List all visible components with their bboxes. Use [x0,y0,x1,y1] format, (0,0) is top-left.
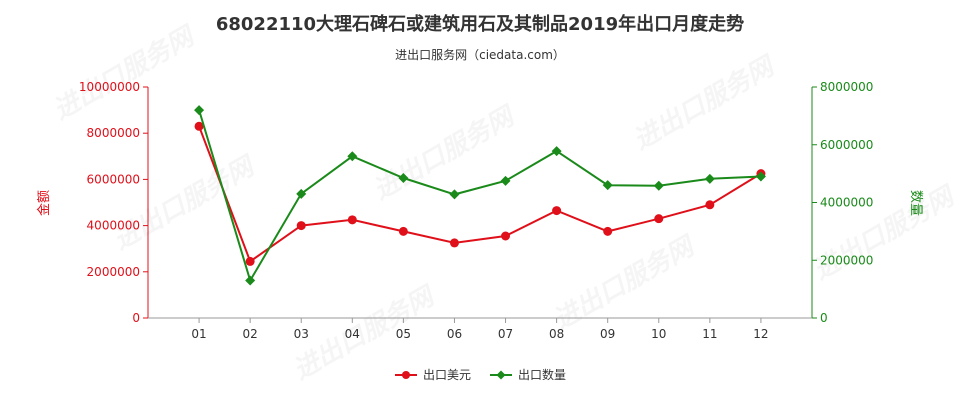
series-line [198,125,762,263]
x-tick-label: 03 [294,327,309,341]
left-tick-label: 10000000 [79,80,140,94]
right-tick-label: 6000000 [820,138,873,152]
x-tick-label: 08 [549,327,564,341]
data-point [449,189,460,200]
data-point [654,214,664,224]
legend-label: 出口数量 [518,367,566,382]
data-point [500,175,511,186]
data-point [705,200,715,210]
watermark-text: 进出口服务网 [49,20,203,126]
data-point [551,146,562,157]
x-tick-label: 05 [396,327,411,341]
data-point [704,173,715,184]
data-point [347,215,357,225]
watermark-text: 进出口服务网 [369,100,523,206]
right-axis-ticks: 0 2000000 4000000 6000000 8000000 [812,80,873,325]
legend-swatch-marker [402,371,410,379]
series-1 [194,121,766,266]
left-tick-label: 4000000 [87,219,140,233]
legend-label: 出口美元 [423,368,471,382]
x-tick-label: 12 [753,327,768,341]
left-axis-title: 金额 [36,190,52,216]
data-point [501,231,511,241]
data-point [194,121,204,131]
legend-item: 出口美元 [395,368,471,382]
right-tick-label: 4000000 [820,196,873,210]
series-layer [194,105,766,286]
data-point [449,238,459,248]
left-tick-label: 2000000 [87,265,140,279]
legend-item: 出口数量 [490,367,566,382]
x-axis-ticks: 01 02 03 04 05 06 07 08 09 10 11 12 [191,318,769,341]
data-point [398,226,408,236]
data-point [296,188,307,199]
x-tick-label: 02 [243,327,258,341]
data-point [347,151,358,162]
series-2 [194,105,766,286]
right-tick-label: 8000000 [820,80,873,94]
right-tick-label: 0 [820,311,828,325]
data-point [194,105,205,116]
x-tick-label: 01 [191,327,206,341]
x-tick-label: 09 [600,327,615,341]
data-point [603,226,613,236]
x-tick-label: 04 [345,327,360,341]
x-tick-label: 07 [498,327,513,341]
data-point [245,275,256,286]
left-axis-ticks: 0 2000000 4000000 6000000 8000000 10000000 [79,80,148,325]
data-point [245,256,255,266]
right-tick-label: 2000000 [820,253,873,267]
data-point [653,180,664,191]
data-point [755,171,766,182]
legend: 出口美元 出口数量 [395,367,566,382]
series-line [198,109,761,283]
x-tick-label: 11 [702,327,717,341]
chart-subtitle: 进出口服务网（ciedata.com） [395,48,565,62]
watermark-text: 进出口服务网 [549,230,703,336]
right-axis-title: 数量 [908,190,923,216]
data-point [398,172,409,183]
left-tick-label: 0 [132,311,140,325]
left-tick-label: 8000000 [87,126,140,140]
x-tick-label: 06 [447,327,462,341]
watermark-text: 进出口服务网 [289,280,443,386]
legend-swatch-marker [496,370,506,380]
watermark-text: 进出口服务网 [629,50,783,156]
data-point [602,180,613,191]
data-point [552,206,562,216]
chart-title: 68022110大理石碑石或建筑用石及其制品2019年出口月度走势 [215,14,745,35]
x-tick-label: 10 [651,327,666,341]
left-tick-label: 6000000 [87,172,140,186]
data-point [296,221,306,231]
